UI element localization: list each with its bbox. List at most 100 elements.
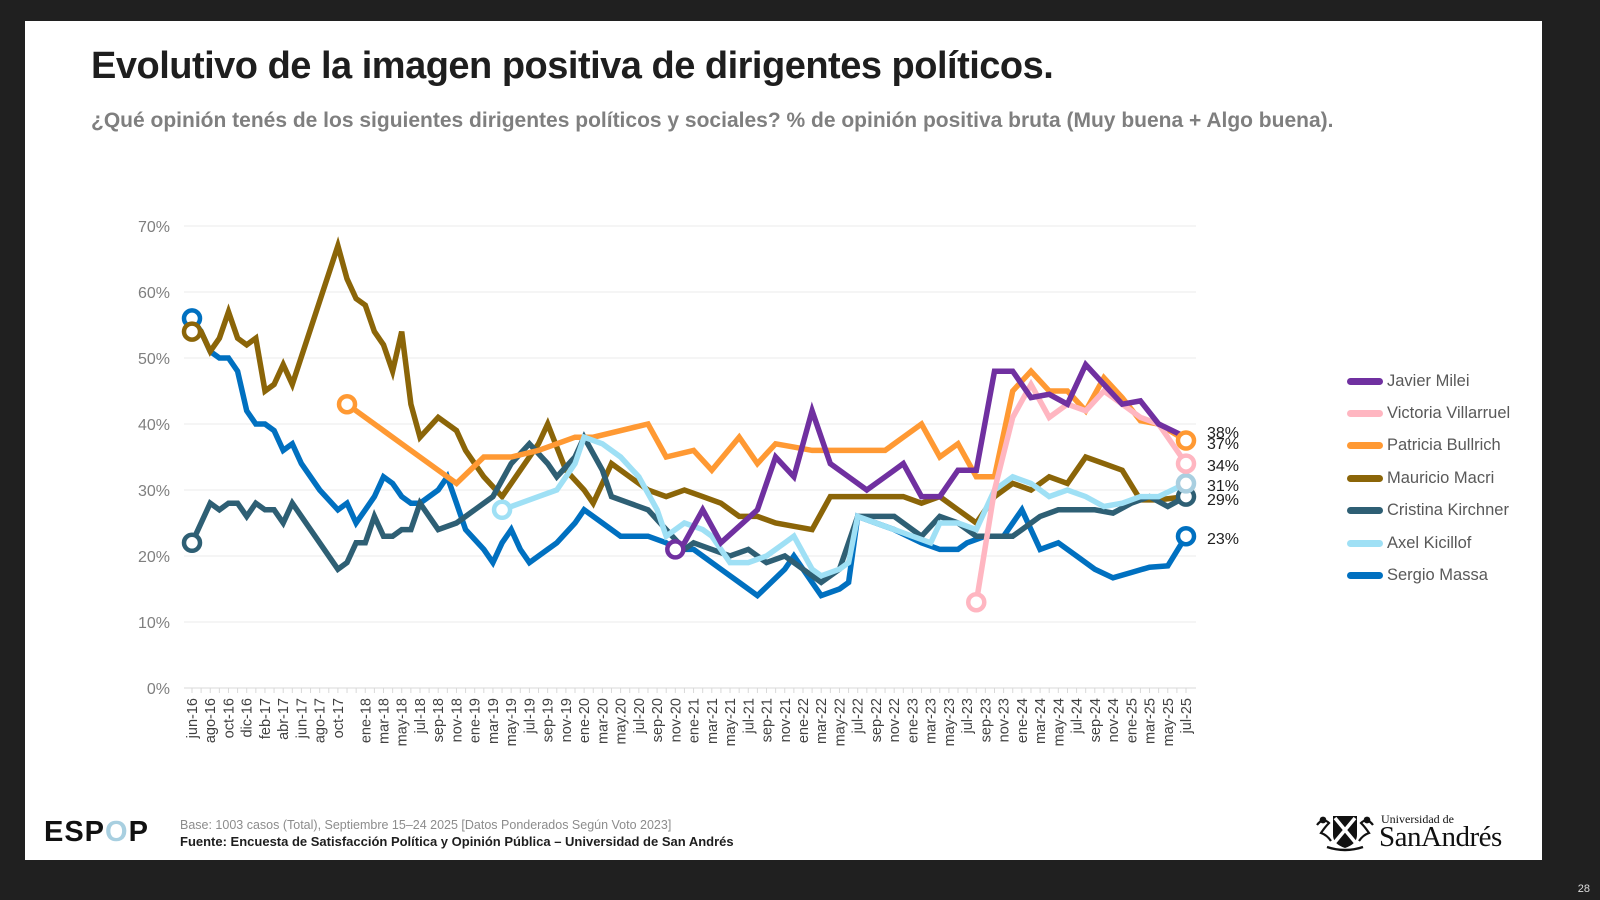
- x-tick-label: sep-20: [650, 698, 666, 742]
- legend-label: Cristina Kirchner: [1387, 501, 1509, 520]
- series-line-sergio-massa: [189, 316, 1189, 600]
- x-tick-label: nov-24: [1106, 698, 1122, 742]
- series-line-axel-kicillof: [501, 433, 1188, 579]
- end-marker-patricia-bullrich: [1175, 430, 1197, 451]
- y-tick-label: 60%: [138, 285, 170, 302]
- legend-item-victoria-villarruel: Victoria Villarruel: [1347, 397, 1510, 429]
- start-marker-axel-kicillof: [491, 499, 513, 521]
- legend-item-axel-kicillof: Axel Kicillof: [1347, 527, 1510, 559]
- x-tick-label: ene-18: [358, 698, 374, 743]
- y-tick-label: 10%: [138, 615, 170, 632]
- chart-legend: Javier Milei Victoria Villarruel Patricia …: [1347, 365, 1510, 592]
- series-line-victoria-villarruel: [973, 378, 1189, 603]
- legend-label: Patricia Bullrich: [1387, 436, 1501, 455]
- x-tick-label: jul-25: [1179, 698, 1195, 734]
- slide: Evolutivo de la imagen positiva de dirig…: [25, 21, 1542, 860]
- legend-swatch: [1347, 507, 1383, 515]
- series-line-javier-milei: [673, 359, 1188, 552]
- legend-item-cristina-kirchner: Cristina Kirchner: [1347, 495, 1510, 527]
- end-label-axel-kicillof: 31%: [1207, 478, 1239, 495]
- y-tick-label: 0%: [147, 681, 170, 698]
- x-tick-label: jul-20: [632, 698, 648, 734]
- end-label-victoria-villarruel: 34%: [1207, 458, 1239, 475]
- footer-base-note: Base: 1003 casos (Total), Septiembre 15–…: [180, 818, 672, 832]
- x-tick-label: may-19: [504, 698, 520, 746]
- x-tick-label: ago-16: [203, 698, 219, 743]
- y-tick-label: 40%: [138, 417, 170, 434]
- x-tick-label: oct-17: [331, 698, 347, 738]
- legend-item-mauricio-macri: Mauricio Macri: [1347, 462, 1510, 494]
- x-tick-label: ene-22: [796, 698, 812, 743]
- x-tick-label: mar-18: [377, 698, 393, 744]
- end-label-patricia-bullrich: 37%: [1207, 436, 1239, 453]
- x-tick-label: nov-21: [778, 698, 794, 742]
- x-tick-label: may-22: [832, 698, 848, 746]
- legend-swatch: [1347, 442, 1383, 450]
- x-tick-label: sep-21: [760, 698, 776, 742]
- y-tick-label: 20%: [138, 549, 170, 566]
- legend-label: Sergio Massa: [1387, 566, 1488, 585]
- x-tick-label: mar-24: [1033, 698, 1049, 744]
- x-tick-label: mar-23: [924, 698, 940, 744]
- end-marker-axel-kicillof: [1175, 473, 1197, 494]
- start-marker-cristina-kirchner: [181, 532, 203, 554]
- page-number: 28: [1577, 883, 1590, 895]
- x-tick-label: mar-21: [705, 698, 721, 744]
- espop-logo-o: O: [105, 816, 129, 848]
- university-logo: Universidad de SanAndrés: [1313, 811, 1523, 853]
- x-tick-label: sep-24: [1088, 698, 1104, 742]
- page-subtitle: ¿Qué opinión tenés de los siguientes dir…: [91, 109, 1334, 132]
- series-line-patricia-bullrich: [345, 367, 1188, 487]
- legend-label: Victoria Villarruel: [1387, 404, 1511, 423]
- x-tick-label: dic-16: [240, 698, 256, 738]
- x-tick-label: may-24: [1051, 698, 1067, 746]
- end-label-sergio-massa: 23%: [1207, 531, 1239, 548]
- legend-label: Axel Kicillof: [1387, 533, 1472, 552]
- end-label-javier-milei: 38%: [1207, 425, 1239, 442]
- legend-item-javier-milei: Javier Milei: [1347, 365, 1510, 397]
- espop-logo-right: P: [128, 816, 149, 848]
- x-tick-label: may-25: [1161, 698, 1177, 746]
- x-tick-label: jul-18: [413, 698, 429, 734]
- page-title: Evolutivo de la imagen positiva de dirig…: [91, 45, 1054, 87]
- start-marker-javier-milei: [665, 539, 686, 560]
- university-small-text: Universidad de: [1381, 812, 1454, 826]
- end-marker-sergio-massa: [1175, 525, 1197, 547]
- x-tick-label: feb-17: [258, 698, 274, 739]
- x-tick-label: sep-19: [541, 698, 557, 742]
- legend-swatch: [1347, 539, 1383, 547]
- x-tick-label: may.20: [614, 698, 630, 744]
- university-crest-icon: [1316, 816, 1374, 852]
- x-tick-label: nov-20: [668, 698, 684, 742]
- footer-source-note: Fuente: Encuesta de Satisfacción Polític…: [180, 834, 734, 849]
- start-marker-victoria-villarruel: [966, 591, 987, 613]
- legend-item-sergio-massa: Sergio Massa: [1347, 559, 1510, 591]
- x-tick-label: jul-19: [522, 698, 538, 734]
- espop-logo: ESPOP: [44, 816, 149, 849]
- x-tick-label: abr-17: [276, 698, 292, 740]
- x-tick-label: oct-16: [221, 698, 237, 738]
- x-tick-label: sep-18: [431, 698, 447, 742]
- x-tick-label: may-21: [723, 698, 739, 746]
- espop-logo-left: ESP: [44, 816, 106, 848]
- legend-swatch: [1347, 410, 1383, 418]
- y-tick-label: 50%: [138, 351, 170, 368]
- end-label-cristina-kirchner: 29%: [1207, 492, 1239, 509]
- x-tick-label: ene-19: [468, 698, 484, 743]
- y-tick-label: 70%: [138, 219, 170, 236]
- x-tick-label: jun-17: [294, 698, 310, 739]
- start-marker-mauricio-macri: [181, 321, 203, 342]
- line-chart: 0%10%20%30%40%50%60%70%jun-16 ago-16 oct-1…: [138, 219, 1239, 746]
- x-tick-label: jul-23: [960, 698, 976, 734]
- x-tick-label: ago-17: [313, 698, 329, 743]
- x-tick-label: mar-19: [486, 698, 502, 744]
- x-tick-label: mar-20: [595, 698, 611, 744]
- legend-item-patricia-bullrich: Patricia Bullrich: [1347, 430, 1510, 462]
- x-tick-label: mar-22: [814, 698, 830, 744]
- university-name: SanAndrés: [1379, 821, 1502, 853]
- legend-swatch: [1347, 377, 1383, 385]
- x-tick-label: sep-22: [869, 698, 885, 742]
- x-tick-label: jul-21: [741, 698, 757, 734]
- x-tick-label: ene-21: [687, 698, 703, 743]
- x-tick-label: may-23: [942, 698, 958, 746]
